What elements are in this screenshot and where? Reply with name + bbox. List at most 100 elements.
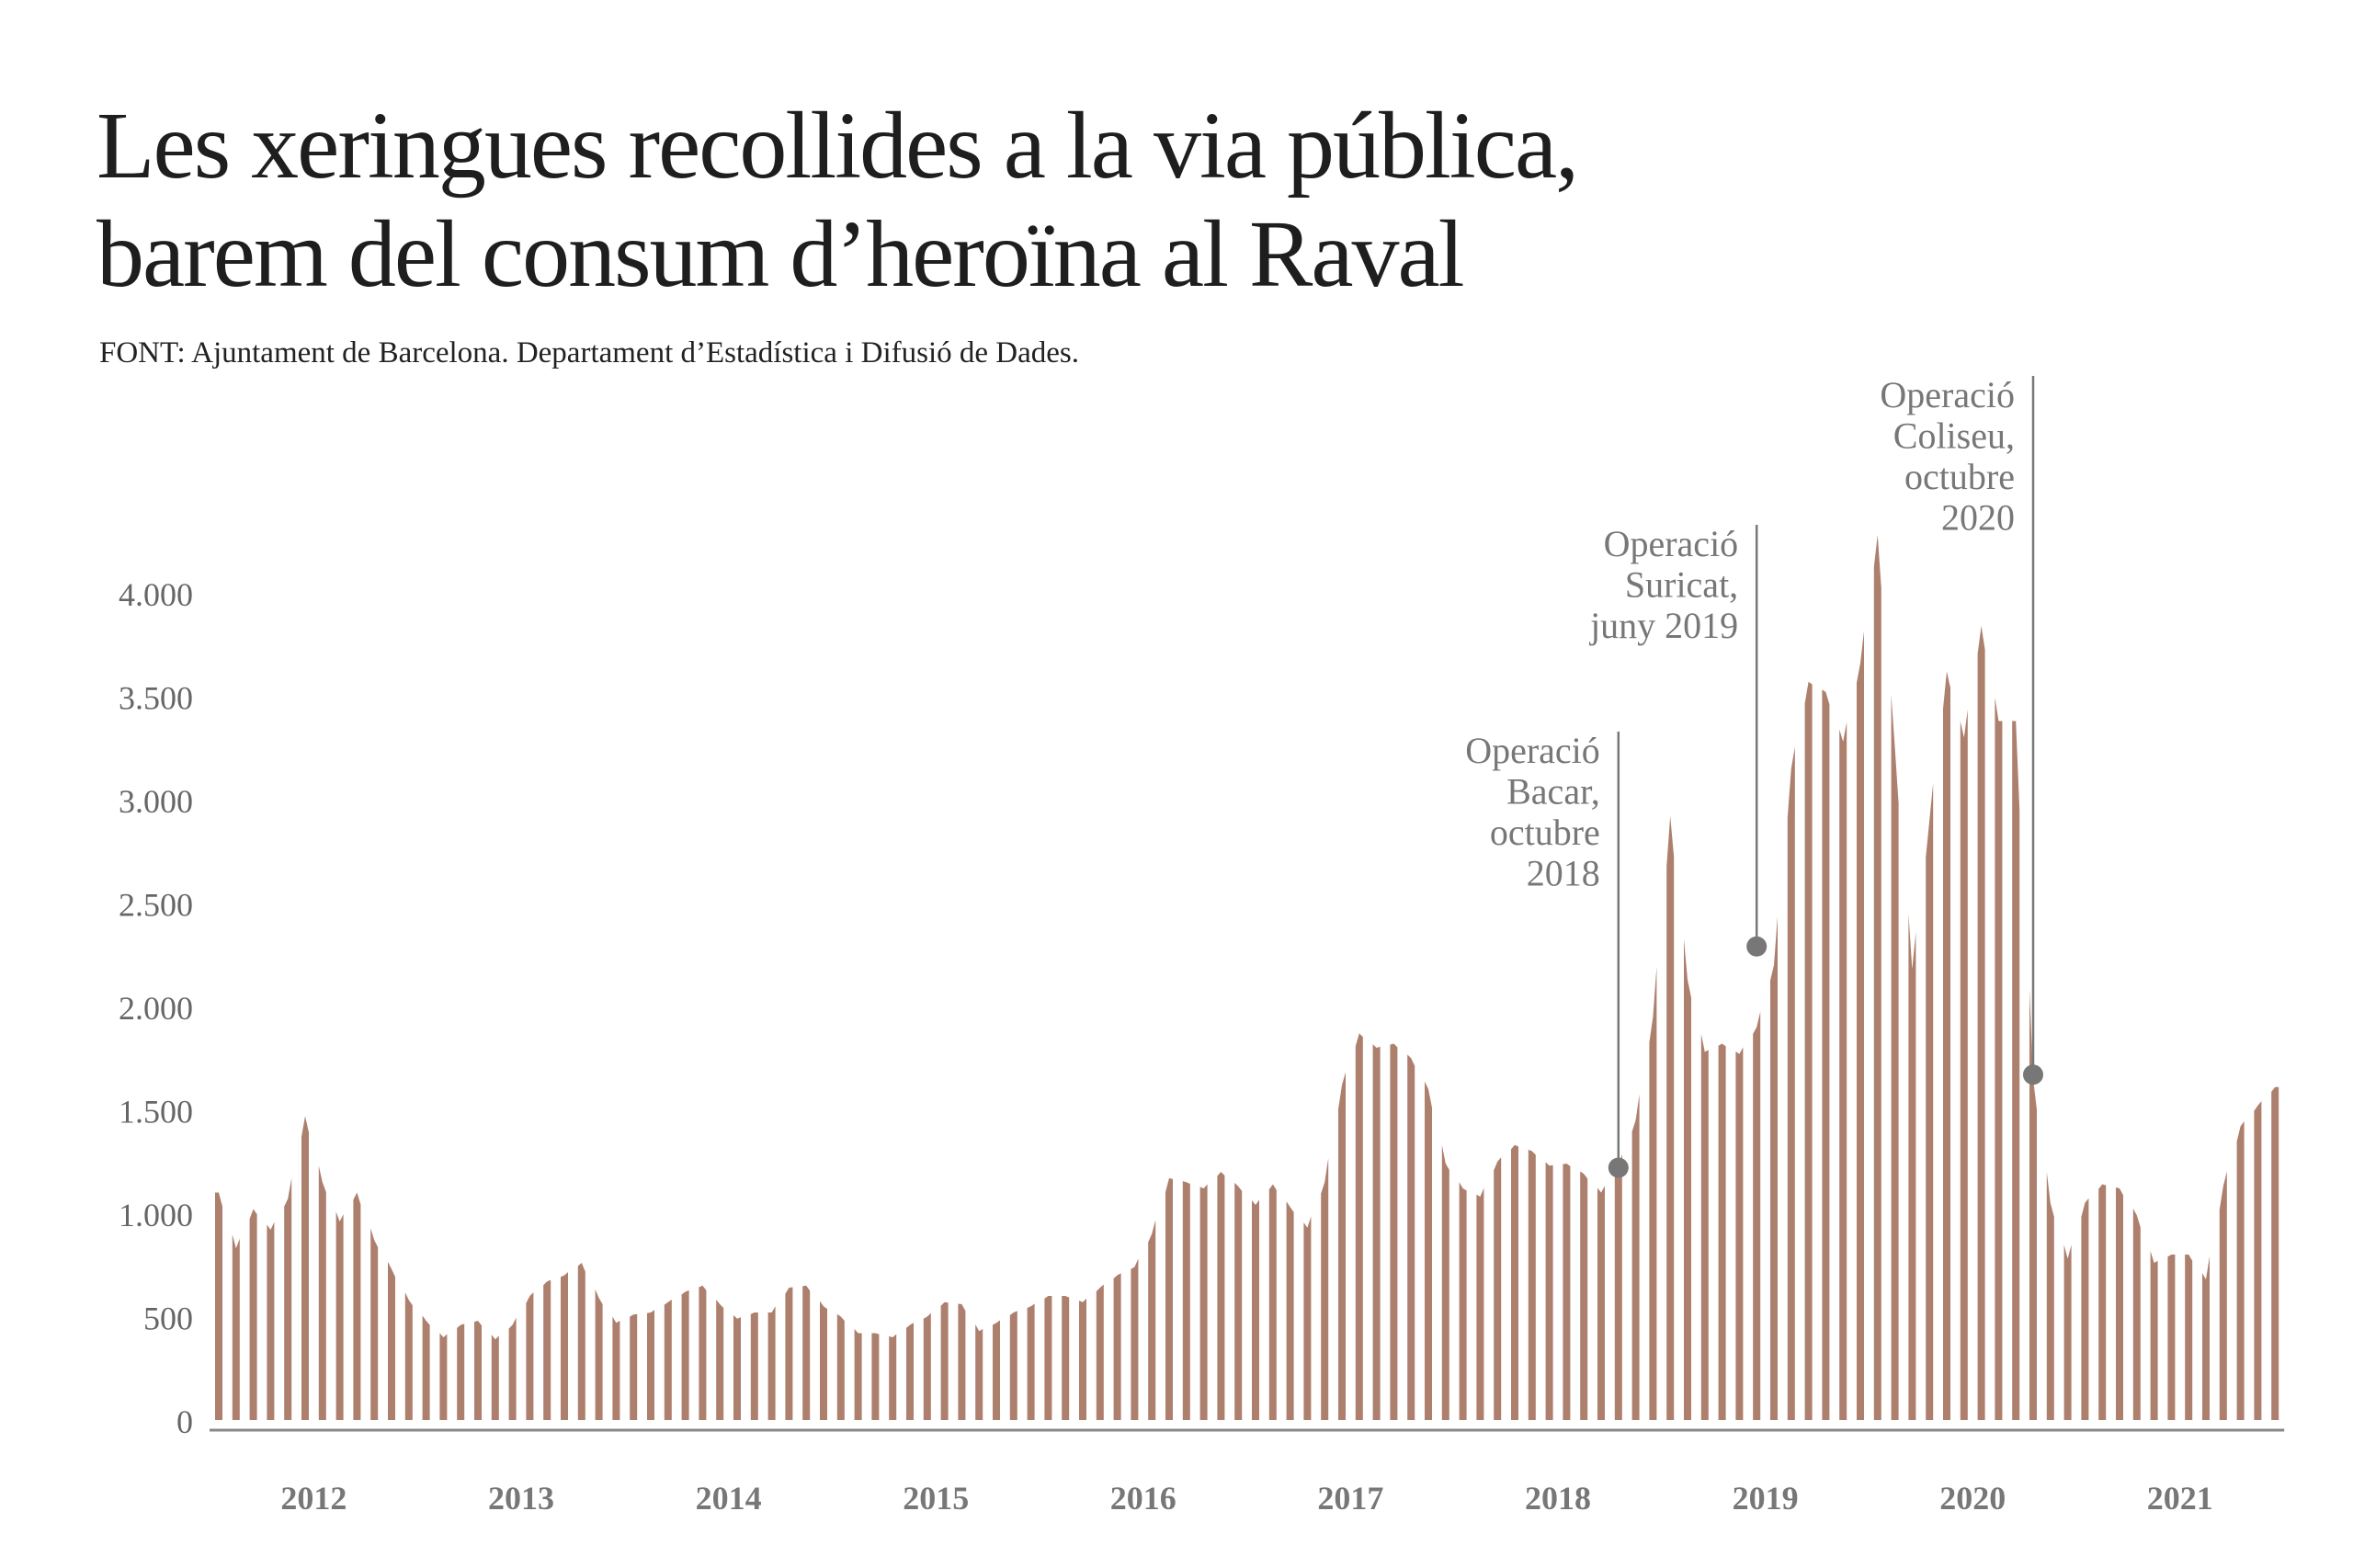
bar xyxy=(1303,1216,1312,1420)
bar xyxy=(1873,535,1881,1420)
bar xyxy=(1753,1011,1761,1420)
bar xyxy=(906,1323,914,1420)
bar xyxy=(681,1290,689,1420)
bar xyxy=(1735,1047,1744,1420)
bar xyxy=(1286,1201,1294,1420)
bar xyxy=(561,1272,568,1420)
bar xyxy=(1217,1172,1225,1420)
bar xyxy=(1649,966,1657,1420)
bar xyxy=(1908,914,1916,1420)
bar xyxy=(1787,746,1795,1420)
bar xyxy=(474,1321,482,1420)
x-year-label: 2015 xyxy=(903,1480,969,1517)
bar xyxy=(1804,681,1813,1420)
bar xyxy=(1407,1054,1415,1420)
bar xyxy=(716,1299,724,1420)
bar xyxy=(1563,1164,1571,1420)
title-line-1: Les xeringues recollides a la via públic… xyxy=(97,93,1579,199)
bar xyxy=(370,1228,379,1420)
bar xyxy=(595,1289,603,1420)
x-year-label: 2019 xyxy=(1733,1480,1799,1517)
y-tick-label: 3.000 xyxy=(119,783,193,820)
bar xyxy=(232,1234,240,1420)
bar xyxy=(1182,1181,1190,1420)
bar xyxy=(388,1261,395,1420)
bar xyxy=(543,1279,551,1420)
bar xyxy=(1425,1081,1432,1420)
bar xyxy=(301,1116,309,1420)
y-tick-label: 0 xyxy=(176,1403,193,1440)
bar xyxy=(630,1313,638,1420)
bar xyxy=(1666,816,1675,1420)
bar xyxy=(353,1192,361,1420)
annotation-label: octubre xyxy=(1904,456,2015,497)
bar xyxy=(1822,689,1830,1420)
bar xyxy=(2202,1256,2210,1420)
y-tick-label: 4.000 xyxy=(119,576,193,613)
bar xyxy=(1511,1144,1518,1420)
bar xyxy=(923,1312,931,1420)
title-line-2: barem del consum d’heroïna al Raval xyxy=(97,201,1465,307)
bar xyxy=(958,1303,966,1420)
bar xyxy=(854,1329,862,1420)
bar xyxy=(1062,1296,1070,1420)
x-year-label: 2016 xyxy=(1110,1480,1176,1517)
bar xyxy=(1995,697,2003,1420)
x-year-label: 2017 xyxy=(1317,1480,1383,1517)
bar xyxy=(2063,1244,2072,1420)
bar xyxy=(335,1211,344,1420)
bar xyxy=(1199,1184,1208,1420)
annotation-marker xyxy=(2023,1064,2043,1085)
bar xyxy=(1580,1171,1588,1420)
annotation-label: Operació xyxy=(1465,730,1600,771)
bar xyxy=(1044,1296,1052,1420)
bar xyxy=(1700,1033,1709,1420)
bar xyxy=(1476,1187,1484,1420)
bar xyxy=(2098,1184,2107,1420)
bar xyxy=(940,1301,949,1420)
bar xyxy=(1960,710,1968,1420)
bar xyxy=(1372,1044,1381,1420)
bar xyxy=(664,1299,672,1420)
bar xyxy=(2219,1171,2227,1420)
bar xyxy=(612,1316,620,1420)
bar xyxy=(439,1333,448,1420)
bar xyxy=(1528,1149,1536,1420)
bar xyxy=(1252,1199,1259,1420)
y-tick-label: 1.000 xyxy=(119,1197,193,1233)
bar xyxy=(267,1221,275,1420)
bar xyxy=(1684,938,1691,1420)
bar xyxy=(871,1333,880,1420)
bar xyxy=(1614,1153,1622,1420)
bar xyxy=(249,1209,257,1420)
bar xyxy=(1321,1157,1329,1420)
bar xyxy=(1839,722,1847,1420)
bar xyxy=(1234,1182,1243,1420)
bar xyxy=(2254,1100,2262,1420)
bar xyxy=(2012,721,2020,1420)
bar xyxy=(457,1324,465,1420)
bar xyxy=(1597,1186,1605,1420)
annotation-label: Suricat, xyxy=(1625,564,1738,606)
x-year-label: 2013 xyxy=(488,1480,554,1517)
bar xyxy=(785,1287,793,1420)
x-year-label: 2014 xyxy=(696,1480,762,1517)
annotation-label: 2018 xyxy=(1527,853,1600,894)
y-tick-label: 3.500 xyxy=(119,680,193,717)
bar xyxy=(1338,1072,1346,1420)
annotation-label: Bacar, xyxy=(1506,771,1600,812)
bar xyxy=(1977,626,1985,1420)
annotation-marker xyxy=(1746,936,1768,957)
bar xyxy=(1770,915,1778,1420)
bar xyxy=(1148,1220,1156,1420)
bar xyxy=(975,1324,983,1420)
annotation-label: Coliseu, xyxy=(1893,415,2015,457)
x-year-label: 2021 xyxy=(2147,1480,2213,1517)
bar xyxy=(699,1285,707,1420)
annotation-marker xyxy=(1608,1157,1629,1178)
annotation-label: Operació xyxy=(1880,374,2015,415)
bar xyxy=(284,1177,292,1420)
bar xyxy=(1926,783,1934,1420)
bar xyxy=(1943,671,1950,1420)
